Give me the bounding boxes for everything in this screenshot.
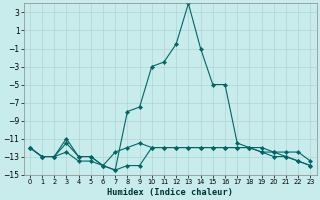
X-axis label: Humidex (Indice chaleur): Humidex (Indice chaleur) (107, 188, 233, 197)
